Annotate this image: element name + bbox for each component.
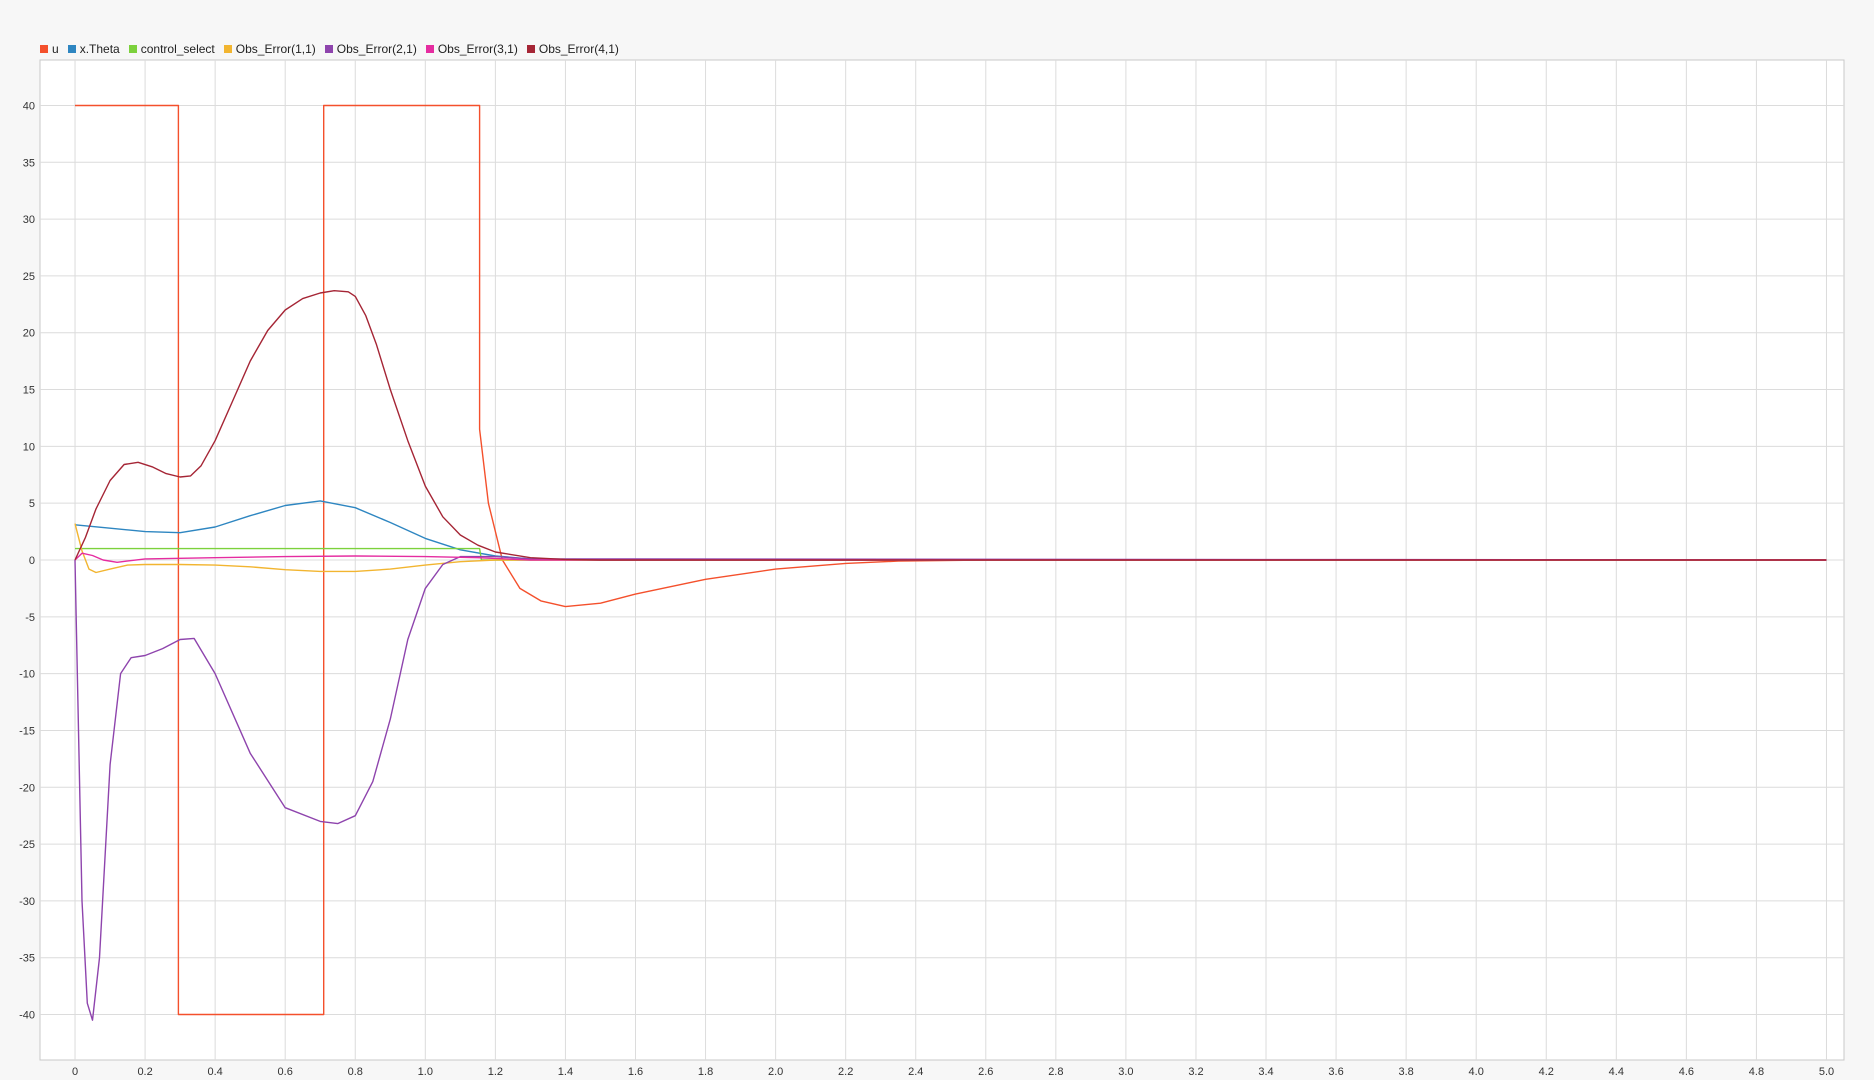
y-tick-label: 20	[23, 328, 35, 340]
y-tick-label: 35	[23, 157, 35, 169]
series-line	[74, 290, 1827, 561]
series-line	[75, 104, 1827, 1016]
legend-item[interactable]: Obs_Error(1,1)	[223, 42, 316, 56]
x-tick-label: 2.6	[978, 1066, 993, 1078]
series-lines	[74, 104, 1827, 1021]
legend-swatch	[67, 45, 76, 53]
x-tick-label: 1.4	[558, 1066, 573, 1078]
legend-label: u	[52, 42, 59, 56]
y-tick-label: -40	[19, 1010, 35, 1022]
y-tick-label: 5	[29, 498, 35, 510]
y-tick-label: -15	[19, 725, 35, 737]
x-tick-label: 2.8	[1048, 1066, 1063, 1078]
y-tick-label: -5	[25, 612, 35, 624]
legend-label: x.Theta	[79, 42, 120, 56]
x-tick-label: 2.4	[908, 1066, 923, 1078]
tick-labels: 0 0.2 0.4 0.6 0.8 1.0 1.2 1.4 1.6 1.8 2.0 2.2 2.4 2.6…	[19, 100, 1834, 1078]
x-tick-label: 2.2	[838, 1066, 853, 1078]
legend-label: control_select	[140, 42, 215, 56]
x-tick-label: 4.6	[1679, 1066, 1694, 1078]
legend-label: Obs_Error(3,1)	[437, 42, 518, 56]
legend-swatch	[128, 45, 137, 53]
x-tick-label: 3.8	[1398, 1066, 1413, 1078]
x-tick-label: 3.6	[1328, 1066, 1343, 1078]
legend-item[interactable]: control_select	[128, 42, 215, 56]
legend-swatch	[40, 45, 48, 53]
x-tick-label: 3.2	[1188, 1066, 1203, 1078]
legend-label: Obs_Error(4,1)	[538, 42, 619, 56]
x-tick-label: 0.2	[137, 1066, 152, 1078]
y-tick-label: 40	[23, 100, 35, 112]
x-tick-label: 0.8	[348, 1066, 363, 1078]
toolbar-strip	[0, 0, 1874, 30]
x-tick-label: 4.8	[1749, 1066, 1764, 1078]
legend-swatch	[223, 45, 232, 53]
y-tick-label: 15	[23, 385, 35, 397]
legend-swatch	[526, 45, 535, 53]
x-tick-label: 3.0	[1118, 1066, 1133, 1078]
x-tick-label: 4.2	[1539, 1066, 1554, 1078]
y-tick-label: 30	[23, 214, 35, 226]
legend-item[interactable]: Obs_Error(4,1)	[526, 42, 619, 56]
x-tick-label: 0.4	[207, 1066, 222, 1078]
x-tick-label: 3.4	[1258, 1066, 1273, 1078]
y-tick-label: 25	[23, 271, 35, 283]
y-tick-label: -35	[19, 953, 35, 965]
x-tick-label: 4.0	[1469, 1066, 1484, 1078]
y-tick-label: -25	[19, 839, 35, 851]
legend-item[interactable]: Obs_Error(3,1)	[425, 42, 518, 56]
x-tick-label: 1.0	[418, 1066, 433, 1078]
legend-swatch	[324, 45, 333, 53]
x-tick-label: 5.0	[1819, 1066, 1834, 1078]
y-tick-label: -30	[19, 896, 35, 908]
x-tick-label: 0.6	[278, 1066, 293, 1078]
x-tick-label: 1.8	[698, 1066, 713, 1078]
legend-label: Obs_Error(1,1)	[235, 42, 316, 56]
y-tick-label: -20	[19, 782, 35, 794]
legend-item[interactable]: Obs_Error(2,1)	[324, 42, 417, 56]
series-line	[74, 523, 1827, 574]
legend-item[interactable]: u	[40, 42, 59, 56]
y-tick-label: -10	[19, 669, 35, 681]
legend: u x.Theta control_select Obs_Error(1,1) Obs_…	[40, 40, 628, 58]
y-tick-label: 0	[29, 555, 35, 567]
grid	[40, 60, 1844, 1060]
x-tick-label: 1.6	[628, 1066, 643, 1078]
x-tick-label: 2.0	[768, 1066, 783, 1078]
x-tick-label: 4.4	[1609, 1066, 1624, 1078]
x-tick-label: 0	[72, 1066, 78, 1078]
legend-item[interactable]: x.Theta	[67, 42, 120, 56]
x-tick-label: 1.2	[488, 1066, 503, 1078]
legend-swatch	[425, 45, 434, 53]
legend-label: Obs_Error(2,1)	[336, 42, 417, 56]
series-line	[74, 552, 1827, 563]
series-line	[74, 555, 1827, 1021]
y-tick-label: 10	[23, 441, 35, 453]
